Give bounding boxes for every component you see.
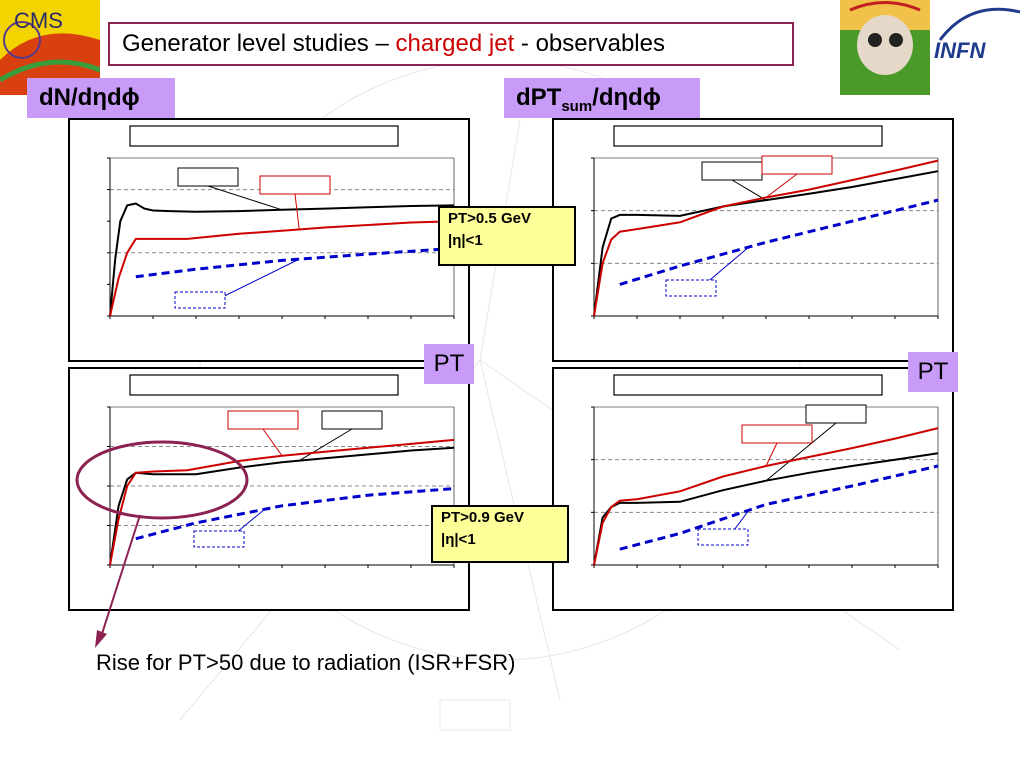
chart-panel-c <box>552 118 954 362</box>
legend-pointer <box>765 173 798 198</box>
legend-pointer <box>765 442 778 467</box>
cut-upper-pt: PT>0.5 GeV <box>448 210 531 227</box>
pt-label-left: PT <box>424 344 474 384</box>
series-line-py-atlas <box>593 452 939 566</box>
legend-box <box>259 175 331 195</box>
legend-box <box>761 155 833 175</box>
left-section-label: dN/dηdϕ <box>27 78 175 118</box>
series-line-py-tune-dw <box>593 427 939 566</box>
series-line-herwig <box>135 246 455 279</box>
title-prefix: Generator level studies – <box>122 30 396 57</box>
caption-text: Rise for PT>50 due to radiation (ISR+FSR… <box>96 650 516 675</box>
chart-panel-a <box>68 118 470 362</box>
cut-lower-pt: PT>0.9 GeV <box>441 509 524 526</box>
legend-box <box>321 410 383 430</box>
chart-title-box <box>613 125 883 147</box>
legend-pointer <box>298 428 353 462</box>
legend-pointer <box>207 185 283 211</box>
title-suffix: - observables <box>514 30 665 57</box>
legend-box <box>177 167 239 187</box>
svg-text:INFN: INFN <box>934 38 986 63</box>
cut-box-upper: PT>0.5 GeV |η|<1 <box>438 206 576 266</box>
series-line-py-atlas <box>593 170 939 317</box>
legend-box <box>741 424 813 444</box>
right-label-sub: sum <box>561 97 593 115</box>
cut-lower-eta: |η|<1 <box>441 531 476 548</box>
legend-pointer <box>765 422 837 482</box>
slide-title: Generator level studies – charged jet - … <box>108 22 794 66</box>
legend-box <box>174 291 226 309</box>
infn-logo: INFN <box>840 0 1021 95</box>
chart-d <box>591 374 939 568</box>
legend-pointer <box>294 193 300 230</box>
legend-box <box>665 279 717 297</box>
svg-text:CMS: CMS <box>14 8 63 33</box>
series-line-py-tune-dw <box>109 438 455 566</box>
right-section-label: dPTsum/dηdϕ <box>504 78 700 118</box>
legend-pointer <box>731 179 767 201</box>
cut-upper-eta: |η|<1 <box>448 232 483 249</box>
chart-panel-d <box>552 367 954 611</box>
legend-box <box>701 161 763 181</box>
legend-box <box>227 410 299 430</box>
chart-panel-b <box>68 367 470 611</box>
pt-label-right: PT <box>908 352 958 392</box>
title-highlight: charged jet <box>395 30 515 57</box>
chart-a <box>107 125 455 319</box>
chart-title-box <box>613 374 883 396</box>
chart-b <box>107 374 455 568</box>
legend-pointer <box>262 428 283 457</box>
series-line-herwig <box>135 487 455 541</box>
series-line-py-atlas <box>109 202 455 317</box>
right-label-tail: /dηdϕ <box>592 84 661 111</box>
chart-title-box <box>129 374 399 396</box>
legend-box <box>697 528 749 546</box>
cut-box-lower: PT>0.9 GeV |η|<1 <box>431 505 569 563</box>
series-line-herwig <box>619 464 939 551</box>
series-line-herwig <box>619 198 939 286</box>
legend-box <box>805 404 867 424</box>
chart-c <box>591 125 939 319</box>
chart-title-box <box>129 125 399 147</box>
right-label-main: dPT <box>516 84 562 111</box>
series-line-py-tune-dw <box>593 159 939 317</box>
series-line-py-tune-dw <box>109 220 455 317</box>
legend-box <box>193 530 245 548</box>
